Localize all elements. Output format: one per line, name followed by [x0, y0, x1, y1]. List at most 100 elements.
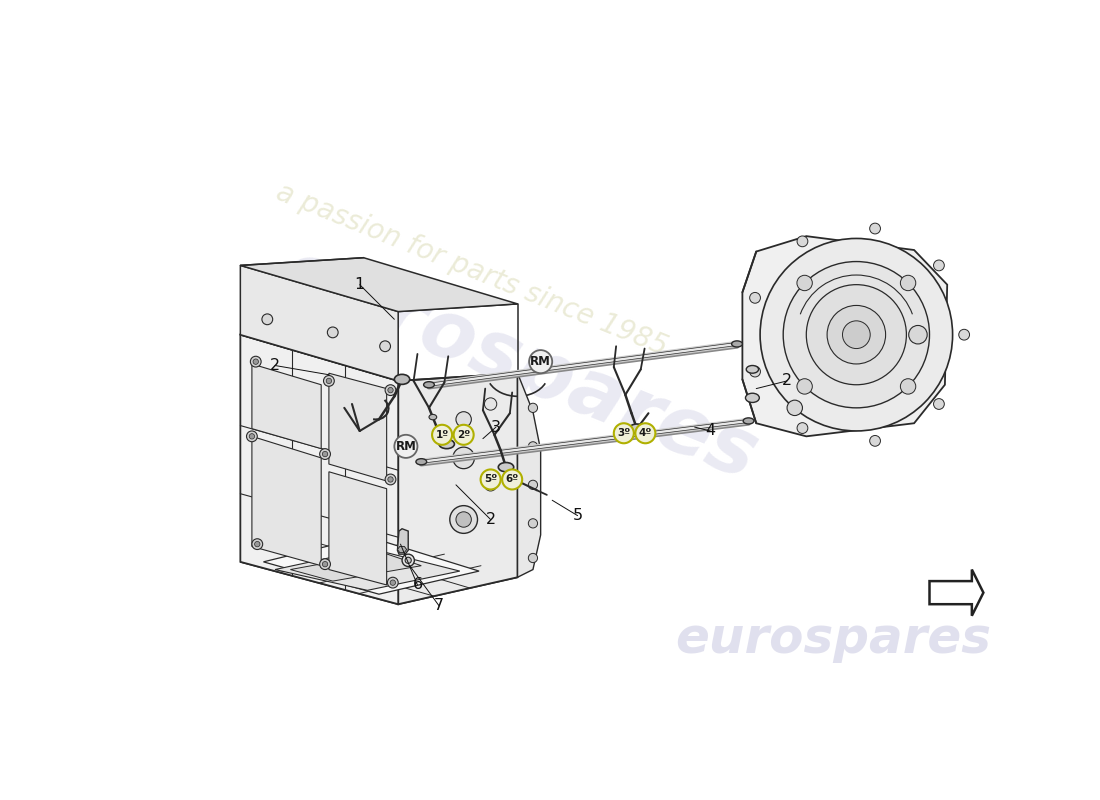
- Text: 1: 1: [354, 277, 365, 292]
- Circle shape: [528, 518, 538, 528]
- Circle shape: [262, 314, 273, 325]
- Ellipse shape: [746, 366, 759, 373]
- Ellipse shape: [732, 341, 742, 347]
- Text: 4º: 4º: [639, 428, 652, 438]
- Circle shape: [450, 506, 477, 534]
- Polygon shape: [241, 266, 398, 381]
- Polygon shape: [329, 373, 387, 481]
- Polygon shape: [290, 553, 421, 581]
- Ellipse shape: [395, 374, 409, 384]
- Circle shape: [827, 306, 886, 364]
- Polygon shape: [398, 373, 517, 604]
- Text: 3: 3: [491, 419, 501, 434]
- Text: 7: 7: [433, 598, 444, 614]
- Ellipse shape: [629, 424, 645, 434]
- Polygon shape: [275, 549, 460, 590]
- Circle shape: [934, 398, 944, 410]
- Circle shape: [783, 262, 930, 408]
- Circle shape: [322, 562, 328, 567]
- Ellipse shape: [744, 418, 754, 424]
- Polygon shape: [397, 529, 408, 554]
- Circle shape: [322, 451, 328, 457]
- Text: RM: RM: [530, 355, 551, 368]
- Circle shape: [484, 398, 497, 410]
- Circle shape: [251, 356, 261, 367]
- Circle shape: [390, 580, 396, 586]
- Circle shape: [503, 470, 522, 490]
- Circle shape: [786, 400, 803, 415]
- Text: 5º: 5º: [484, 474, 497, 485]
- Polygon shape: [241, 258, 517, 311]
- Polygon shape: [930, 570, 983, 616]
- Polygon shape: [397, 546, 407, 553]
- Circle shape: [387, 578, 398, 588]
- Circle shape: [528, 480, 538, 490]
- Text: eurospares: eurospares: [267, 234, 768, 497]
- Circle shape: [528, 554, 538, 562]
- Circle shape: [328, 327, 338, 338]
- Circle shape: [760, 238, 953, 431]
- Text: 6º: 6º: [506, 474, 519, 485]
- Circle shape: [456, 412, 472, 427]
- Polygon shape: [517, 373, 541, 578]
- Circle shape: [327, 378, 331, 383]
- Circle shape: [528, 403, 538, 413]
- Text: 2: 2: [782, 374, 792, 388]
- Text: 2º: 2º: [456, 430, 471, 440]
- Polygon shape: [742, 236, 947, 436]
- Circle shape: [379, 341, 390, 352]
- Circle shape: [529, 350, 552, 373]
- Circle shape: [750, 293, 760, 303]
- Circle shape: [870, 435, 880, 446]
- Circle shape: [901, 275, 916, 290]
- Circle shape: [959, 330, 969, 340]
- Circle shape: [456, 512, 472, 527]
- Circle shape: [252, 538, 263, 550]
- Circle shape: [432, 425, 452, 445]
- Circle shape: [796, 378, 812, 394]
- Polygon shape: [264, 537, 480, 594]
- Text: eurospares: eurospares: [675, 615, 991, 663]
- Polygon shape: [252, 436, 321, 566]
- Circle shape: [843, 321, 870, 349]
- Text: 3º: 3º: [617, 428, 630, 438]
- Text: 5: 5: [572, 508, 583, 523]
- Circle shape: [453, 425, 474, 445]
- Ellipse shape: [424, 382, 434, 388]
- Circle shape: [870, 223, 880, 234]
- Text: 2: 2: [270, 358, 280, 373]
- Circle shape: [453, 447, 474, 469]
- Circle shape: [402, 554, 415, 566]
- Text: 4: 4: [705, 423, 715, 438]
- Circle shape: [806, 285, 906, 385]
- Text: a passion for parts since 1985: a passion for parts since 1985: [272, 178, 671, 361]
- Circle shape: [798, 422, 807, 434]
- Circle shape: [484, 478, 497, 491]
- Circle shape: [388, 387, 393, 393]
- Ellipse shape: [498, 462, 514, 472]
- Circle shape: [901, 378, 916, 394]
- Circle shape: [250, 434, 254, 439]
- Circle shape: [323, 375, 334, 386]
- Circle shape: [614, 423, 634, 443]
- Circle shape: [798, 236, 807, 246]
- Ellipse shape: [416, 458, 427, 465]
- Text: 1º: 1º: [436, 430, 449, 440]
- Circle shape: [388, 477, 393, 482]
- Ellipse shape: [746, 394, 759, 402]
- Circle shape: [750, 366, 760, 377]
- Circle shape: [405, 558, 411, 563]
- Ellipse shape: [439, 439, 454, 449]
- Ellipse shape: [429, 414, 437, 420]
- Circle shape: [796, 275, 812, 290]
- Circle shape: [395, 434, 418, 458]
- Circle shape: [254, 542, 260, 547]
- Polygon shape: [241, 531, 517, 604]
- Circle shape: [246, 431, 257, 442]
- Circle shape: [909, 326, 927, 344]
- Text: RM: RM: [396, 440, 416, 453]
- Circle shape: [385, 385, 396, 395]
- Circle shape: [320, 558, 330, 570]
- Polygon shape: [252, 364, 321, 449]
- Circle shape: [528, 442, 538, 451]
